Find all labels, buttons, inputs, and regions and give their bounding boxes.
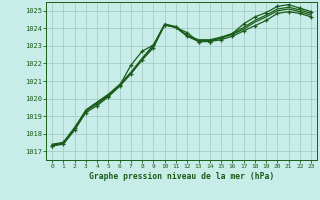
X-axis label: Graphe pression niveau de la mer (hPa): Graphe pression niveau de la mer (hPa) bbox=[89, 172, 274, 181]
